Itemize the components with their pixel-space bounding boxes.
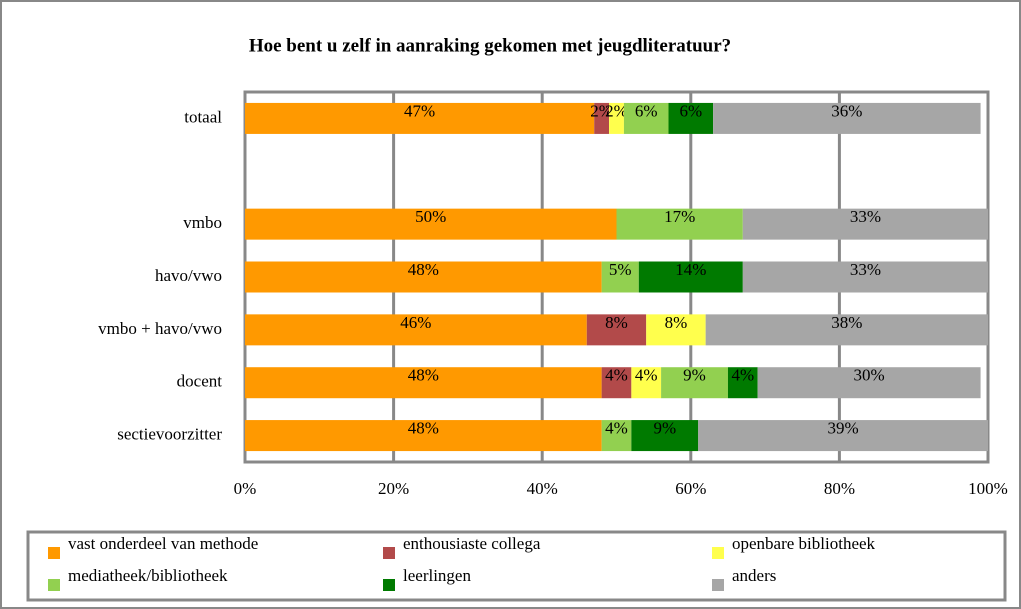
bar-segment <box>631 367 662 399</box>
bar-segment <box>668 102 714 134</box>
bar-segment <box>601 367 632 399</box>
legend-label: enthousiaste collega <box>403 534 541 553</box>
bar-segment <box>245 314 587 346</box>
data-label: 6% <box>679 101 702 120</box>
x-tick-label: 100% <box>968 479 1008 498</box>
x-tick-label: 60% <box>675 479 706 498</box>
legend-swatch <box>712 579 724 591</box>
data-label: 9% <box>653 418 676 437</box>
legend-swatch <box>383 579 395 591</box>
bar-segment <box>609 102 624 134</box>
bar-segment <box>646 314 706 346</box>
y-tick-label: totaal <box>184 107 222 126</box>
data-label: 33% <box>850 207 881 226</box>
data-label: 5% <box>609 260 632 279</box>
legend-swatch <box>712 547 724 559</box>
bar-segment <box>601 261 639 293</box>
bar-segment <box>661 367 728 399</box>
bar-segment <box>616 208 743 240</box>
data-label: 6% <box>635 101 658 120</box>
y-tick-label: havo/vwo <box>155 266 222 285</box>
x-tick-label: 20% <box>378 479 409 498</box>
bar-segment <box>586 314 647 346</box>
x-tick-label: 0% <box>234 479 257 498</box>
bar-segment <box>245 261 602 293</box>
data-label: 36% <box>831 101 862 120</box>
legend-label: leerlingen <box>403 566 471 585</box>
legend-swatch <box>383 547 395 559</box>
bar-segment <box>245 367 602 399</box>
data-label: 8% <box>605 313 628 332</box>
legend-box <box>26 530 1007 602</box>
x-tick-label: 80% <box>824 479 855 498</box>
legend-label: mediatheek/bibliotheek <box>68 566 228 585</box>
bar-segment <box>631 420 699 452</box>
data-label: 39% <box>828 418 859 437</box>
data-label: 4% <box>635 366 658 385</box>
bar-segment <box>623 102 669 134</box>
bar-segment <box>742 208 988 240</box>
data-label: 48% <box>408 418 439 437</box>
data-label: 8% <box>665 313 688 332</box>
data-label: 38% <box>831 313 862 332</box>
bar-segment <box>245 102 595 134</box>
data-label: 2% <box>590 101 613 120</box>
data-label: 48% <box>408 260 439 279</box>
chart-title: Hoe bent u zelf in aanraking gekomen met… <box>249 35 731 56</box>
bar-segment <box>601 420 632 452</box>
data-label: 48% <box>408 366 439 385</box>
bar-segment <box>742 261 988 293</box>
legend-label: openbare bibliotheek <box>732 534 876 553</box>
bar-segment <box>698 420 988 452</box>
data-label: 50% <box>415 207 446 226</box>
data-label: 9% <box>683 366 706 385</box>
bar-segment <box>245 420 602 452</box>
legend-swatch <box>48 579 60 591</box>
data-label: 4% <box>605 418 628 437</box>
y-tick-label: vmbo + havo/vwo <box>98 319 222 338</box>
data-label: 4% <box>605 366 628 385</box>
legend-swatch <box>48 547 60 559</box>
data-label: 33% <box>850 260 881 279</box>
data-label: 4% <box>731 366 754 385</box>
bar-segment <box>245 208 617 240</box>
bar-segment <box>713 102 981 134</box>
data-label: 17% <box>664 207 695 226</box>
y-tick-label: vmbo <box>183 213 222 232</box>
data-label: 47% <box>404 101 435 120</box>
data-label: 30% <box>854 366 885 385</box>
bar-segment <box>705 314 988 346</box>
bar-segment <box>594 102 610 134</box>
y-tick-label: docent <box>177 372 223 391</box>
legend-label: anders <box>732 566 776 585</box>
data-label: 14% <box>675 260 706 279</box>
bar-segment <box>638 261 743 293</box>
legend-label: vast onderdeel van methode <box>68 534 258 553</box>
bar-segment <box>727 367 758 399</box>
bar-segment <box>757 367 981 399</box>
x-tick-label: 40% <box>527 479 558 498</box>
data-label: 2% <box>605 101 628 120</box>
data-label: 46% <box>400 313 431 332</box>
y-tick-label: sectievoorzitter <box>117 424 222 443</box>
